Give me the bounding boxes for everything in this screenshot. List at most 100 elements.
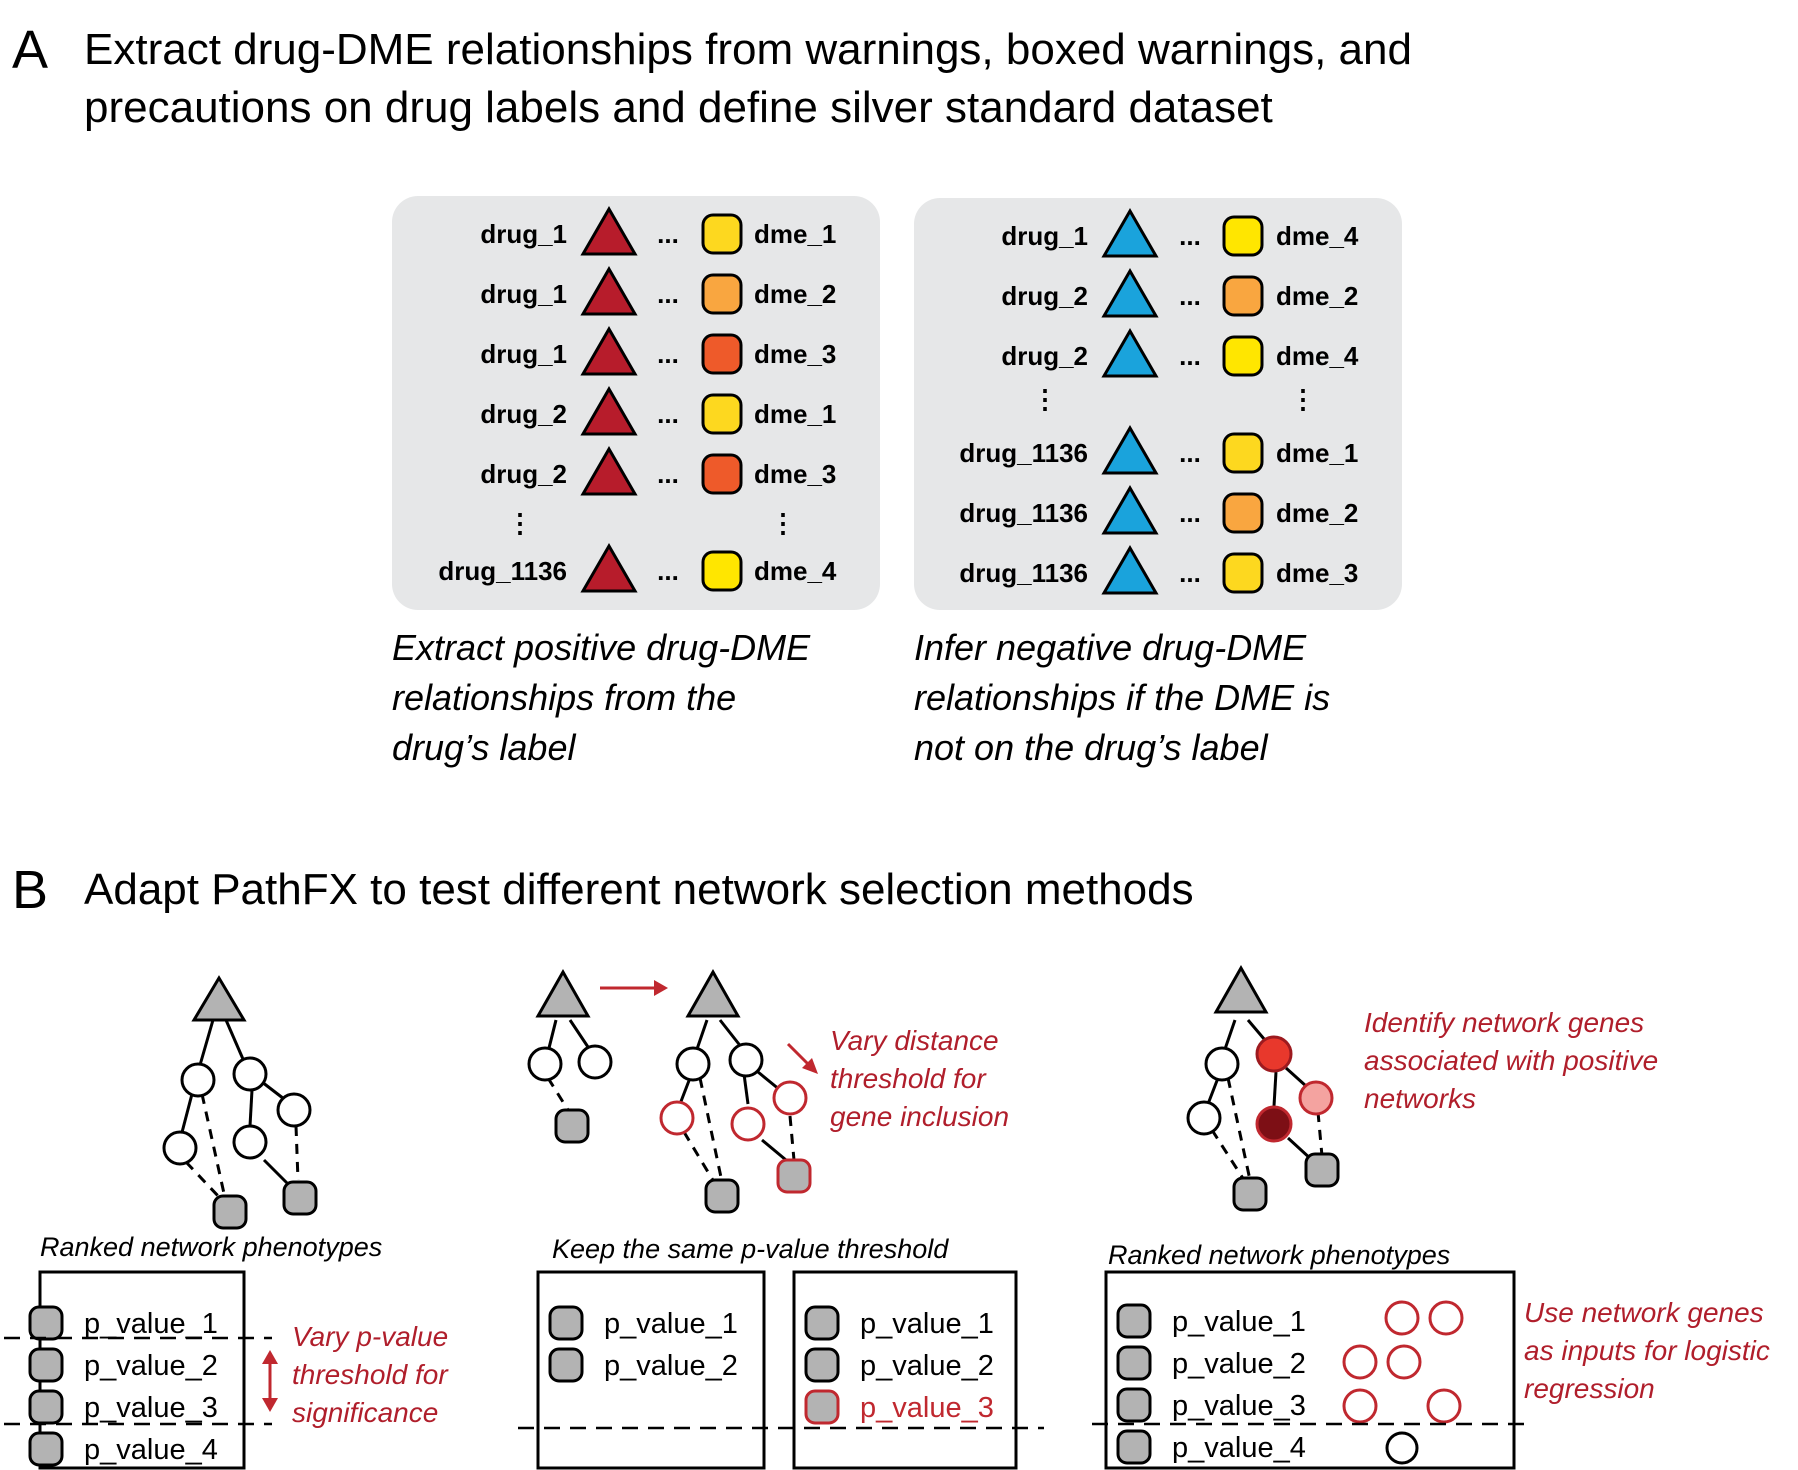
gene-node — [162, 1130, 198, 1166]
p-value-label: p_value_3 — [860, 1392, 994, 1424]
edge — [262, 1158, 289, 1185]
added-gene-node — [772, 1080, 808, 1116]
method2-table-caption: Keep the same p-value threshold — [552, 1234, 949, 1264]
gene-node — [675, 1046, 711, 1082]
method3-side-note-line2: as inputs for logistic — [1524, 1335, 1770, 1366]
method2-right-table — [792, 1270, 1018, 1470]
positive-caption-line1: Extract positive drug-DME — [392, 627, 811, 668]
negative-relationship-panel — [914, 198, 1402, 610]
method3-side-note-line1: Use network genes — [1524, 1297, 1764, 1328]
edge — [546, 1019, 558, 1053]
negative-caption-line3: not on the drug’s label — [914, 727, 1269, 768]
drug-triangle — [535, 968, 591, 1018]
negative-drug-label: drug_1136 — [959, 438, 1088, 468]
phenotype-node — [1232, 1176, 1268, 1212]
positive-dme-label: dme_3 — [754, 339, 836, 369]
negative-drug-vdots: ⋮ — [1032, 384, 1058, 414]
positive-dme-label: dme_4 — [754, 556, 837, 586]
phenotype-square — [28, 1389, 64, 1425]
edge — [1272, 1071, 1278, 1107]
positive-drug-label: drug_1 — [480, 339, 567, 369]
negative-dme-label: dme_1 — [1276, 438, 1358, 468]
edge — [568, 1019, 592, 1051]
method1-note-line1: Vary p-value — [292, 1321, 448, 1352]
positive-gene-node-bright — [1255, 1035, 1293, 1073]
phenotype-node — [282, 1180, 318, 1216]
negative-caption-line1: Infer negative drug-DME — [914, 627, 1307, 668]
dashed-edge — [682, 1131, 716, 1183]
gene-node — [232, 1124, 268, 1160]
negative-dme-label: dme_2 — [1276, 498, 1358, 528]
negative-ellipsis: ... — [1179, 438, 1201, 468]
method3-network — [1186, 964, 1340, 1212]
network-gene-circle — [1428, 1300, 1464, 1336]
dashed-edge — [546, 1077, 570, 1111]
network-gene-circle — [1386, 1344, 1422, 1380]
dashed-edge — [184, 1160, 222, 1200]
distance-arrow — [786, 1042, 818, 1074]
negative-dme-label: dme_2 — [1276, 281, 1358, 311]
panel-b-title: Adapt PathFX to test different network s… — [84, 865, 1194, 914]
positive-caption-line2: relationships from the — [392, 677, 736, 718]
phenotype-node — [554, 1108, 590, 1144]
p-value-label: p_value_4 — [1172, 1432, 1306, 1464]
positive-ellipsis: ... — [657, 279, 679, 309]
negative-drug-label: drug_1 — [1001, 221, 1088, 251]
negative-drug-label: drug_1136 — [959, 558, 1088, 588]
negative-dme-square — [1222, 552, 1264, 594]
positive-dme-square — [701, 550, 743, 592]
positive-dme-square — [701, 393, 743, 435]
phenotype-square — [548, 1347, 584, 1383]
phenotype-square — [548, 1305, 584, 1341]
negative-drug-triangle — [1101, 268, 1159, 318]
edge — [248, 1089, 254, 1127]
panel-a-letter: A — [12, 20, 48, 80]
negative-ellipsis: ... — [1179, 281, 1201, 311]
method1-note-line3: significance — [292, 1397, 438, 1428]
phenotype-square — [804, 1347, 840, 1383]
method2-note-line1: Vary distance — [830, 1025, 999, 1056]
p-value-label: p_value_1 — [84, 1308, 218, 1340]
negative-dme-square — [1222, 432, 1264, 474]
dashed-edge — [1226, 1077, 1252, 1181]
positive-relationship-panel — [392, 196, 880, 610]
method2-large-network — [659, 968, 812, 1214]
added-gene-node — [659, 1100, 695, 1136]
positive-drug-label: drug_1136 — [438, 556, 567, 586]
p-value-label: p_value_2 — [1172, 1348, 1306, 1380]
positive-drug-triangle — [580, 543, 638, 593]
negative-ellipsis: ... — [1179, 558, 1201, 588]
drug-triangle — [1213, 964, 1269, 1014]
p-value-label: p_value_2 — [604, 1350, 738, 1382]
method1-network — [162, 975, 318, 1230]
method3-side-note-line3: regression — [1524, 1373, 1655, 1404]
positive-drug-triangle — [580, 386, 638, 436]
edge — [761, 1138, 787, 1162]
gene-node — [728, 1042, 764, 1078]
positive-dme-square — [701, 273, 743, 315]
negative-dme-label: dme_4 — [1276, 341, 1359, 371]
edge — [1206, 1077, 1220, 1105]
gene-node — [180, 1062, 216, 1098]
positive-rows: drug_1... dme_1 drug_1... dme_2 drug_1... dme… — [438, 206, 837, 593]
phenotype-square — [804, 1389, 840, 1425]
p-value-label: p_value_4 — [84, 1434, 218, 1466]
positive-drug-label: drug_1 — [480, 219, 567, 249]
network-gene-circle — [1384, 1300, 1420, 1336]
p-value-label: p_value_1 — [860, 1308, 994, 1340]
method3-table-caption: Ranked network phenotypes — [1108, 1240, 1450, 1270]
negative-ellipsis: ... — [1179, 498, 1201, 528]
drug-triangle — [191, 975, 247, 1022]
method3-note-line3: networks — [1364, 1083, 1476, 1114]
edge — [1284, 1066, 1308, 1088]
phenotype-square — [28, 1347, 64, 1383]
p-value-label: p_value_3 — [84, 1392, 218, 1424]
phenotype-node — [1304, 1152, 1340, 1188]
vary-double-arrow — [262, 1350, 278, 1412]
method2-left-table — [536, 1270, 766, 1470]
method2-right-rows: p_value_1 p_value_2 p_value_3 — [804, 1305, 994, 1425]
phenotype-square — [1116, 1429, 1152, 1465]
p-value-label: p_value_2 — [860, 1350, 994, 1382]
method1-note-line2: threshold for — [292, 1359, 449, 1390]
network-gene-circle — [1426, 1388, 1462, 1424]
